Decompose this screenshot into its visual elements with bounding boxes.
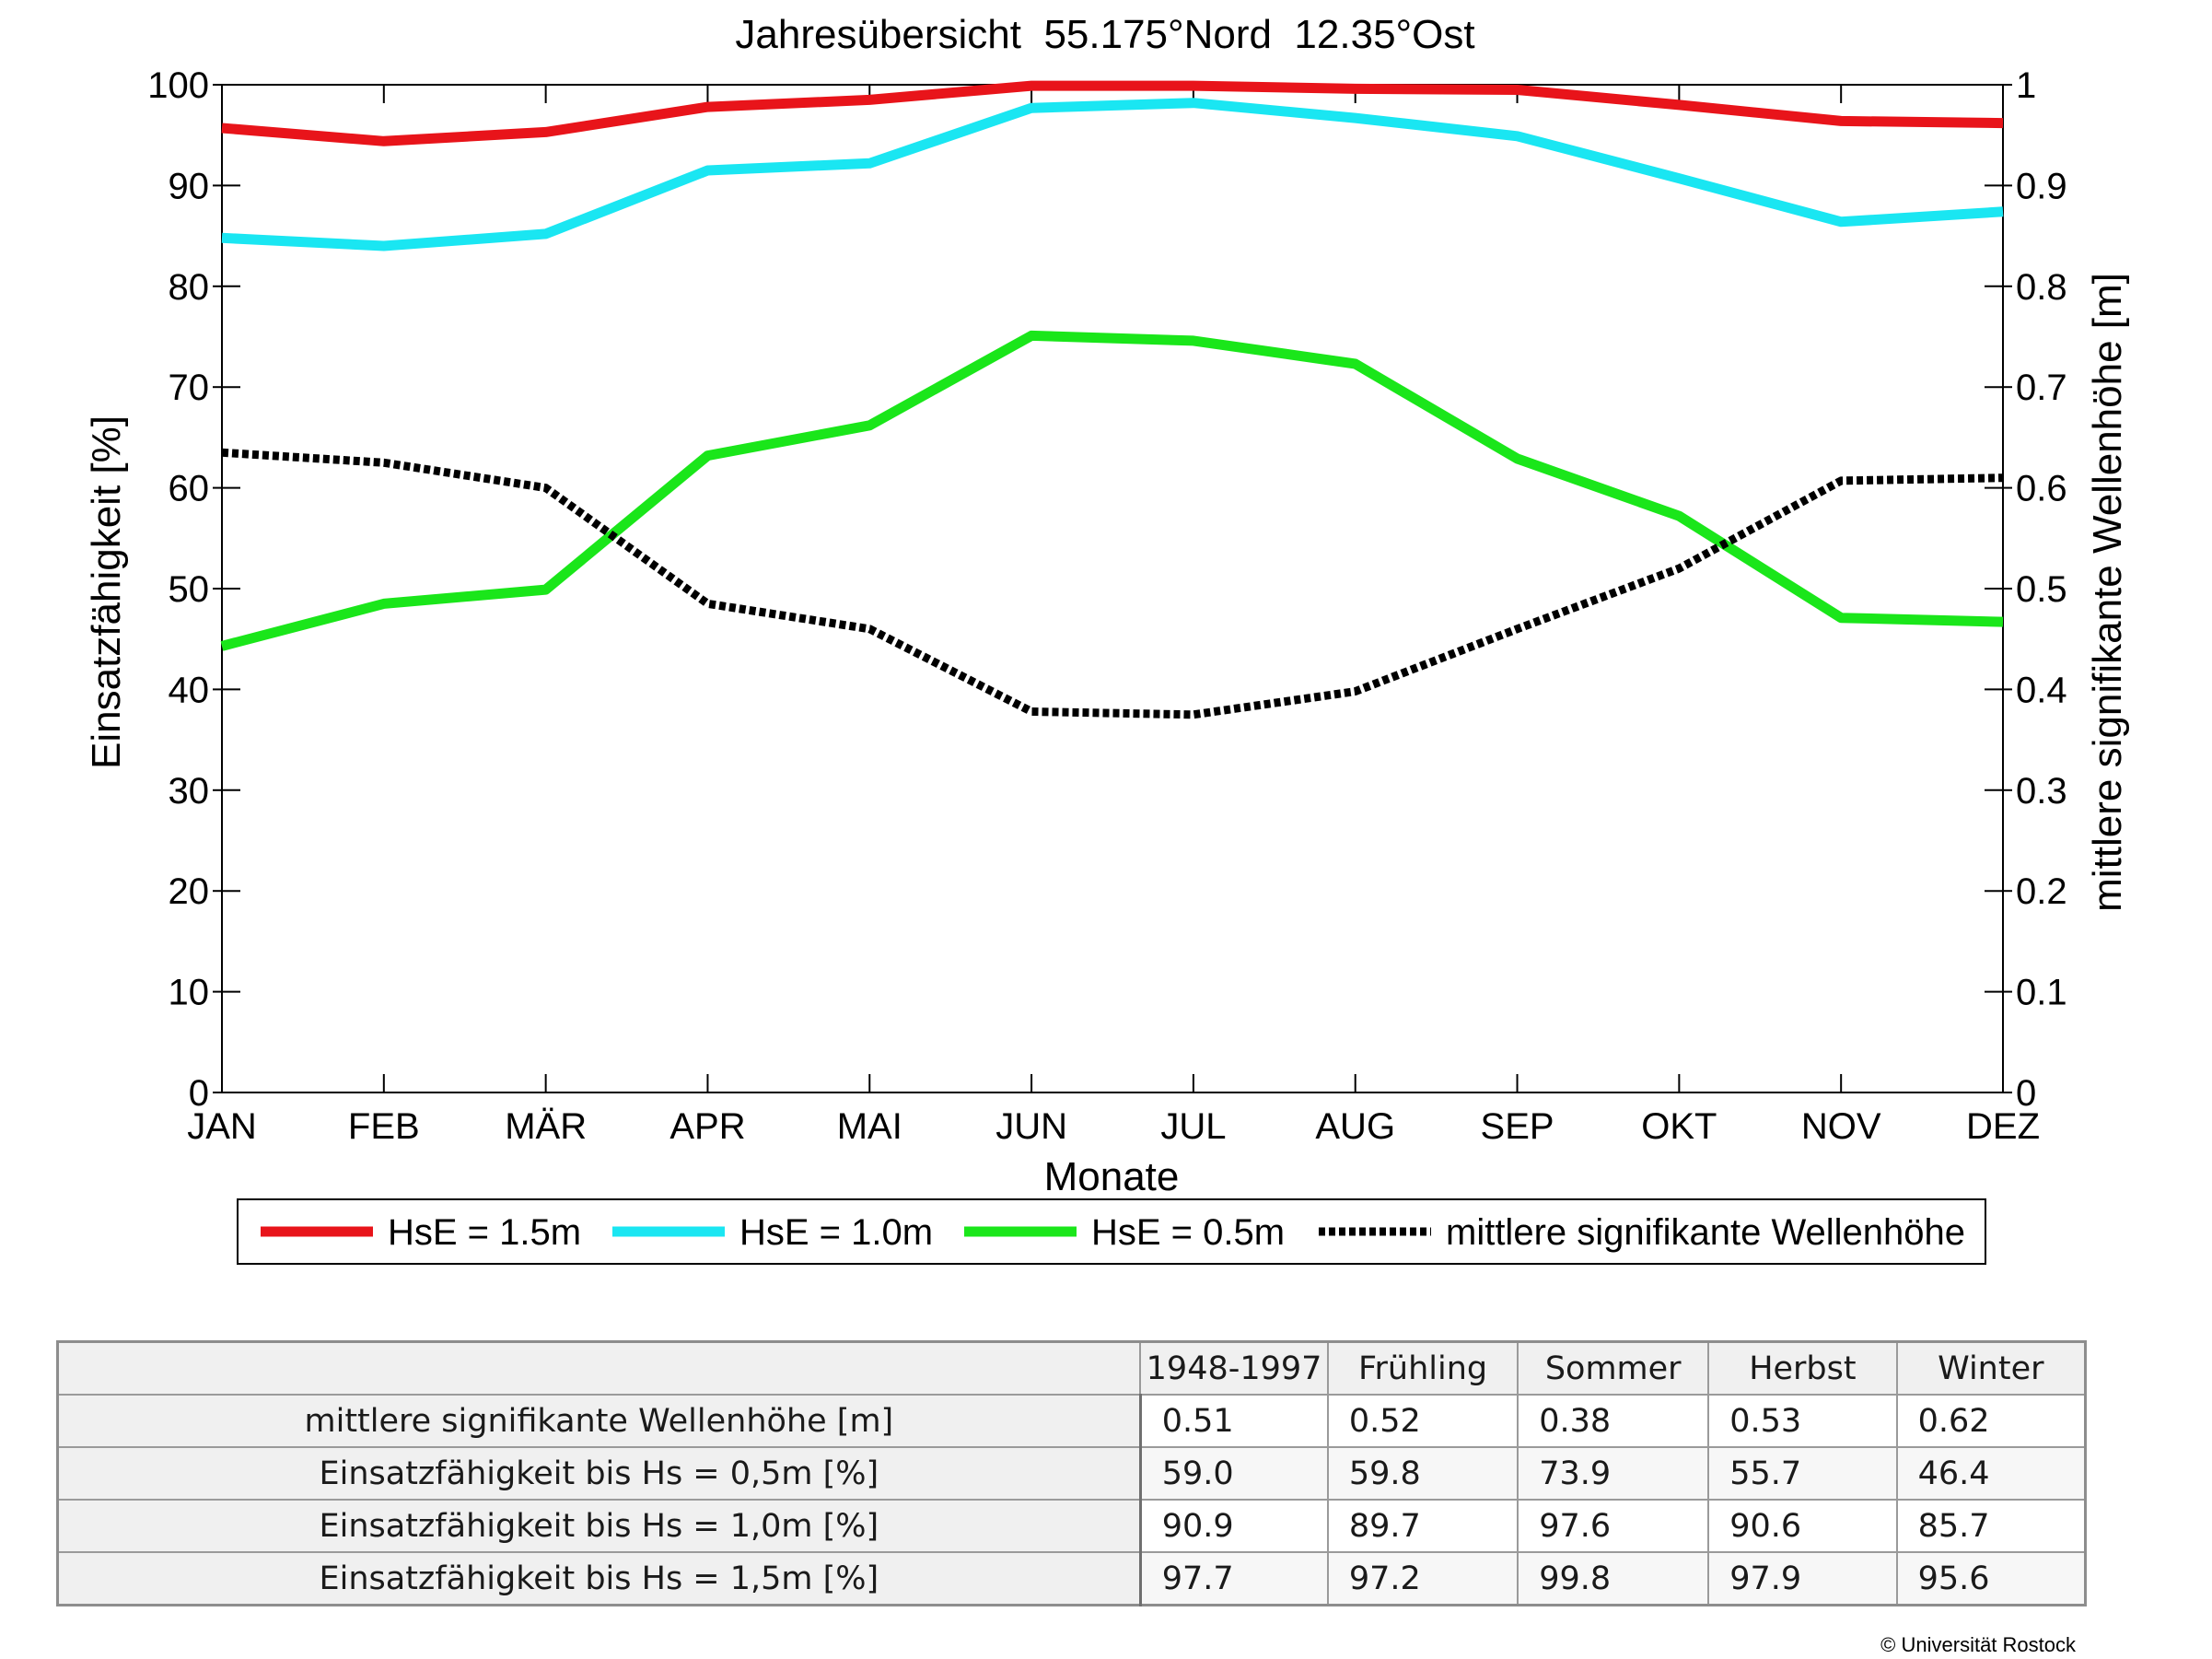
y-tick-label-left: 40 (169, 670, 210, 710)
summary-table: 1948-1997 Frühling Sommer Herbst Winter … (56, 1340, 2087, 1606)
y-tick-label-right: 0.2 (2016, 871, 2067, 912)
y-tick-label-left: 30 (169, 771, 210, 812)
table-header-cell: Frühling (1326, 1340, 1519, 1396)
table-cell: 59.0 (1139, 1446, 1329, 1501)
table-header-cell: Sommer (1517, 1340, 1710, 1396)
plot-area: 0 10 20 30 40 50 60 70 80 90 100 0 0.1 0.2 0.3 0.4 0.5 0.… (147, 65, 2066, 1147)
x-tick-label: SEP (1481, 1106, 1554, 1147)
table-corner-cell (56, 1340, 1142, 1396)
table-row: Einsatzfähigkeit bis Hs = 1,5m [%] 97.7 … (56, 1551, 2087, 1606)
table-cell: 0.52 (1326, 1394, 1519, 1448)
copyright-notice: © Universität Rostock (1880, 1633, 2076, 1656)
y-tick-label-left: 60 (169, 469, 210, 509)
table-header-cell: 1948-1997 (1139, 1340, 1329, 1396)
x-tick-label: JUL (1160, 1106, 1226, 1147)
y-tick-label-left: 20 (169, 871, 210, 912)
table-cell: 90.9 (1139, 1499, 1329, 1553)
table-cell: 95.6 (1895, 1551, 2087, 1606)
table-cell: 73.9 (1517, 1446, 1710, 1501)
y-tick-label-right: 0.4 (2016, 670, 2067, 710)
table-cell: 0.38 (1517, 1394, 1710, 1448)
y-tick-label-right: 0.1 (2016, 973, 2067, 1013)
legend-label: HsE = 0.5m (1091, 1212, 1285, 1253)
table-cell: 0.51 (1139, 1394, 1329, 1448)
y-tick-label-left: 90 (169, 166, 210, 206)
table-cell: 90.6 (1707, 1499, 1898, 1553)
x-tick-label: DEZ (1966, 1106, 2040, 1147)
y-tick-label-left: 70 (169, 368, 210, 408)
y-tick-label-left: 10 (169, 973, 210, 1013)
series-line-3 (221, 448, 2004, 719)
table-cell: 55.7 (1707, 1446, 1898, 1501)
y-tick-label-right: 0.3 (2016, 771, 2067, 812)
table-row-label: Einsatzfähigkeit bis Hs = 1,0m [%] (56, 1499, 1142, 1553)
legend-box (237, 1198, 1986, 1265)
table-cell: 97.2 (1326, 1551, 1519, 1606)
y-tick-label-left: 80 (169, 267, 210, 308)
x-axis-label: Monate (1044, 1154, 1180, 1199)
y-tick-label-right: 0 (2016, 1073, 2036, 1114)
y-tick-label-left: 100 (147, 65, 209, 106)
x-tick-label: JAN (187, 1106, 257, 1147)
y-tick-label-left: 0 (189, 1073, 209, 1114)
table-cell: 85.7 (1895, 1499, 2087, 1553)
table-row-label: Einsatzfähigkeit bis Hs = 1,5m [%] (56, 1551, 1142, 1606)
y-axis-left-label: Einsatzfähigkeit [%] (84, 415, 129, 769)
table-cell: 99.8 (1517, 1551, 1710, 1606)
series-line-2 (220, 330, 2004, 651)
table-row-label: Einsatzfähigkeit bis Hs = 0,5m [%] (56, 1446, 1142, 1501)
x-tick-label: OKT (1641, 1106, 1717, 1147)
y-tick-label-right: 0.5 (2016, 569, 2067, 610)
y-tick-label-right: 0.6 (2016, 469, 2067, 509)
y-tick-label-right: 0.9 (2016, 166, 2067, 206)
table-cell: 97.6 (1517, 1499, 1710, 1553)
series-line-1 (221, 98, 2004, 251)
chart-title: Jahresübersicht 55.175°Nord 12.35°Ost (735, 12, 1474, 57)
table-cell: 0.62 (1895, 1394, 2087, 1448)
y-tick-label-left: 50 (169, 569, 210, 610)
x-tick-label: MAI (837, 1106, 902, 1147)
table-header-row: 1948-1997 Frühling Sommer Herbst Winter (56, 1340, 2087, 1396)
y-axis-right-label: mittlere signifikante Wellenhöhe [m] (2085, 273, 2130, 912)
table-row: mittlere signifikante Wellenhöhe [m] 0.5… (56, 1394, 2087, 1448)
y-tick-label-right: 0.7 (2016, 368, 2067, 408)
legend-label: HsE = 1.5m (388, 1212, 581, 1253)
x-tick-label: NOV (1801, 1106, 1881, 1147)
table-cell: 97.7 (1139, 1551, 1329, 1606)
table-row: Einsatzfähigkeit bis Hs = 1,0m [%] 90.9 … (56, 1499, 2087, 1553)
y-tick-label-right: 0.8 (2016, 267, 2067, 308)
y-tick-label-right: 1 (2016, 65, 2036, 106)
series-line-0 (221, 80, 2004, 146)
table-row-label: mittlere signifikante Wellenhöhe [m] (56, 1394, 1142, 1448)
x-tick-label: AUG (1315, 1106, 1395, 1147)
x-tick-label: MÄR (505, 1106, 587, 1147)
table-cell: 97.9 (1707, 1551, 1898, 1606)
legend: HsE = 1.5m HsE = 1.0m HsE = 0.5m mittlere s… (237, 1198, 1986, 1265)
table-cell: 89.7 (1326, 1499, 1519, 1553)
legend-label: mittlere signifikante Wellenhöhe (1446, 1212, 1965, 1253)
table-header-cell: Winter (1895, 1340, 2087, 1396)
x-tick-label: APR (669, 1106, 745, 1147)
legend-label: HsE = 1.0m (739, 1212, 933, 1253)
table-header-cell: Herbst (1707, 1340, 1898, 1396)
x-tick-label: JUN (995, 1106, 1067, 1147)
x-tick-label: FEB (348, 1106, 420, 1147)
table-cell: 59.8 (1326, 1446, 1519, 1501)
table-cell: 46.4 (1895, 1446, 2087, 1501)
table-row: Einsatzfähigkeit bis Hs = 0,5m [%] 59.0 … (56, 1446, 2087, 1501)
table-cell: 0.53 (1707, 1394, 1898, 1448)
